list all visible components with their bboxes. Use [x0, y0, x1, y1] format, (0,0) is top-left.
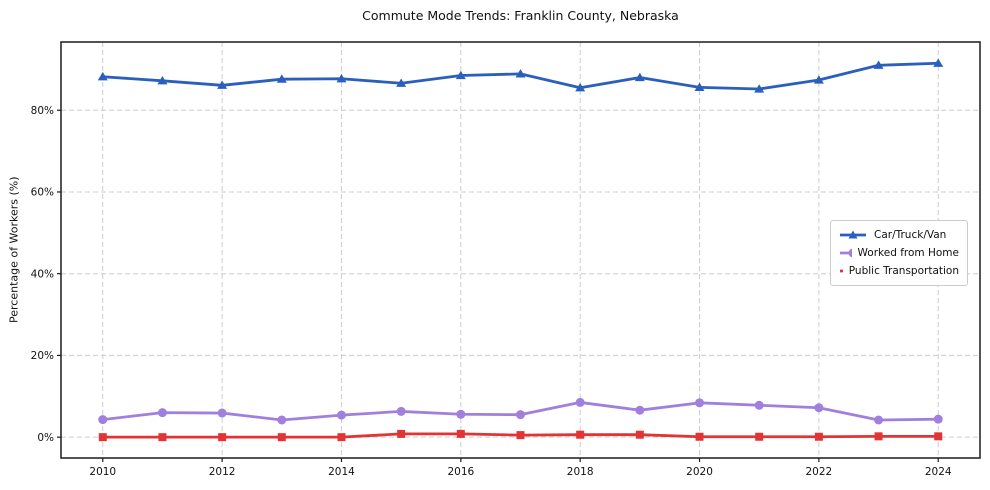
- circle-marker: [874, 415, 884, 425]
- car-truck-van-line-triangle-icon: [840, 230, 866, 239]
- circle-marker: [695, 398, 705, 408]
- x-tick-label: 2016: [447, 466, 474, 478]
- legend-item-car-truck-van: Car/Truck/Van: [838, 226, 959, 244]
- y-tick-label: 0%: [37, 432, 54, 444]
- plot-border: [60, 41, 981, 459]
- triangle-marker: [336, 73, 347, 83]
- legend-item-worked-from-home: Worked from Home: [838, 244, 959, 262]
- square-marker: [695, 432, 704, 441]
- circle-marker: [575, 397, 585, 407]
- legend: Car/Truck/Van Worked from Home Public Tr…: [830, 220, 968, 286]
- circle-marker: [157, 408, 167, 418]
- square-marker: [576, 430, 585, 439]
- x-tick-label: 2012: [209, 466, 236, 478]
- triangle-marker: [575, 82, 586, 92]
- square-marker: [456, 429, 465, 438]
- triangle-marker: [157, 76, 168, 85]
- square-marker: [516, 431, 525, 440]
- triangle-marker: [97, 71, 108, 81]
- circle-marker: [635, 405, 645, 415]
- square-marker: [755, 432, 764, 441]
- worked-from-home-line-circle-icon: [840, 248, 852, 258]
- circle-marker: [217, 408, 227, 418]
- triangle-marker: [396, 78, 407, 87]
- triangle-marker: [276, 74, 287, 83]
- y-axis-label: Percentage of Workers (%): [7, 176, 21, 324]
- x-tick-label: 2024: [925, 466, 952, 478]
- square-marker: [874, 432, 883, 441]
- triangle-marker: [754, 84, 765, 93]
- chart-title: Commute Mode Trends: Franklin County, Ne…: [362, 8, 679, 23]
- legend-label: Worked from Home: [857, 247, 959, 259]
- circle-marker: [456, 409, 466, 419]
- square-marker: [277, 433, 286, 442]
- y-tick-label: 80%: [31, 105, 54, 117]
- legend-label: Public Transportation: [848, 265, 959, 277]
- triangle-marker: [813, 75, 824, 84]
- x-tick-label: 2010: [89, 466, 116, 478]
- square-marker: [98, 433, 107, 442]
- triangle-marker: [933, 58, 944, 67]
- y-tick-label: 20%: [31, 350, 54, 362]
- public-transportation-line-square-icon: [840, 269, 843, 273]
- square-marker: [218, 433, 227, 442]
- circle-marker: [516, 410, 525, 420]
- circle-marker: [277, 415, 287, 425]
- x-tick-label: 2014: [328, 466, 355, 478]
- circle-marker: [754, 400, 764, 410]
- legend-item-public-transportation: Public Transportation: [838, 262, 959, 280]
- circle-marker: [396, 406, 406, 416]
- circle-marker: [336, 410, 346, 420]
- square-marker: [397, 429, 406, 438]
- circle-marker: [933, 414, 943, 424]
- y-tick-label: 40%: [31, 268, 54, 280]
- square-marker: [814, 432, 823, 441]
- triangle-marker: [515, 69, 526, 78]
- square-marker: [337, 433, 346, 442]
- triangle-marker: [217, 80, 228, 89]
- x-tick-label: 2020: [686, 466, 713, 478]
- square-marker: [635, 430, 644, 439]
- x-tick-label: 2022: [806, 466, 833, 478]
- triangle-marker: [455, 70, 466, 80]
- square-marker: [934, 432, 943, 441]
- y-tick-label: 60%: [31, 187, 54, 199]
- triangle-marker: [873, 60, 884, 69]
- circle-marker: [98, 415, 108, 425]
- x-tick-label: 2018: [567, 466, 594, 478]
- square-marker: [158, 433, 167, 442]
- circle-marker: [814, 403, 824, 413]
- triangle-marker: [694, 82, 705, 91]
- legend-label: Car/Truck/Van: [874, 229, 947, 241]
- triangle-marker: [634, 72, 645, 82]
